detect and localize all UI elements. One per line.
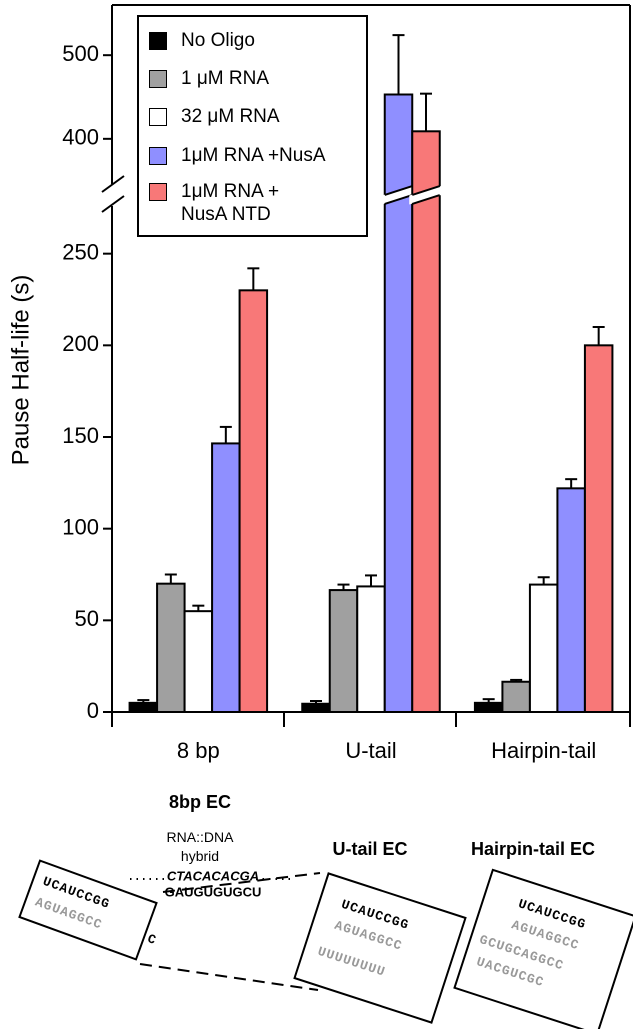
zoom-line — [139, 963, 319, 991]
legend-label: 1μM RNA +NusA — [181, 145, 326, 166]
y-tick-label: 150 — [62, 423, 99, 448]
panel-title: U-tail EC — [332, 839, 407, 859]
panel-title: Hairpin-tail EC — [471, 839, 595, 859]
axis-break — [101, 175, 125, 193]
break-edge — [411, 194, 441, 205]
break-mask — [381, 185, 416, 205]
bar — [328, 589, 359, 713]
bars — [128, 34, 614, 714]
break-mask — [409, 185, 443, 205]
bar — [128, 701, 159, 713]
y-tick-label: 250 — [62, 239, 99, 264]
legend-item: 1 μM RNA — [149, 67, 269, 90]
bar — [473, 701, 504, 713]
diagram: 8bp EC U-tail EC Hairpin-tail EC CTACACA… — [18, 792, 633, 1029]
bar — [556, 487, 586, 714]
legend-label: 1μM RNA + NusA NTD — [181, 181, 280, 225]
legend-item: 1μM RNA +NusA — [149, 144, 326, 167]
legend-label: 1 μM RNA — [181, 68, 270, 89]
bar — [356, 585, 386, 714]
strand: C — [145, 931, 158, 948]
bar — [528, 583, 559, 713]
legend-swatch — [149, 147, 167, 165]
legend: No Oligo 1 μM RNA 32 μM RNA 1μM RNA +NusA 1μ… — [137, 15, 368, 237]
legend-label: No Oligo — [181, 30, 255, 51]
box — [453, 868, 633, 1029]
bar — [411, 130, 441, 714]
hybrid-label: RNA::DNA hybrid — [166, 829, 234, 864]
bar — [183, 610, 214, 714]
bar — [238, 289, 269, 713]
y-axis-label: Pause Half-life (s) — [7, 275, 34, 466]
y-tick-label: 400 — [62, 125, 99, 150]
legend-swatch — [149, 183, 167, 201]
legend-swatch — [149, 32, 167, 50]
zoom-line — [162, 872, 321, 893]
axis-break — [101, 195, 125, 213]
box — [293, 872, 467, 1024]
x-tick-label: Hairpin-tail — [491, 738, 596, 763]
rna-sequence: GAUGUGUGCU — [165, 884, 262, 899]
bar — [301, 702, 331, 713]
legend-item: 1μM RNA + NusA NTD — [149, 180, 291, 226]
legend-swatch — [149, 70, 167, 88]
box — [18, 859, 158, 961]
bar — [156, 582, 186, 714]
panel-box: UCAUCCGG AGUAGGCC GCUGCAGGCC UACGUCGC — [453, 868, 633, 1029]
y-tick-label: 0 — [87, 698, 99, 723]
y-tick-label: 500 — [62, 41, 99, 66]
legend-item: No Oligo — [149, 29, 255, 52]
x-tick-label: 8 bp — [177, 738, 220, 763]
legend-label: 32 μM RNA — [181, 106, 280, 127]
y-tick-label: 50 — [75, 606, 99, 631]
panel-box: UCAUCCGG AGUAGGCC C — [18, 859, 158, 961]
break-edge — [384, 194, 413, 205]
break-edge — [384, 185, 413, 196]
y-tick-label: 200 — [62, 331, 99, 356]
panel-box: UCAUCCGG AGUAGGCC UUUUUUUU — [293, 872, 467, 1024]
panel-title: 8bp EC — [169, 792, 231, 812]
legend-item: 32 μM RNA — [149, 105, 280, 128]
x-tick-label: U-tail — [345, 738, 396, 763]
bar — [501, 680, 531, 713]
legend-swatch — [149, 108, 167, 126]
y-tick-label: 100 — [62, 514, 99, 539]
bar — [211, 442, 241, 713]
strand: UUUUUUUU — [316, 944, 388, 980]
bar — [583, 344, 614, 713]
dna-sequence: CTACACACGA — [167, 868, 259, 883]
break-edge — [411, 185, 441, 196]
